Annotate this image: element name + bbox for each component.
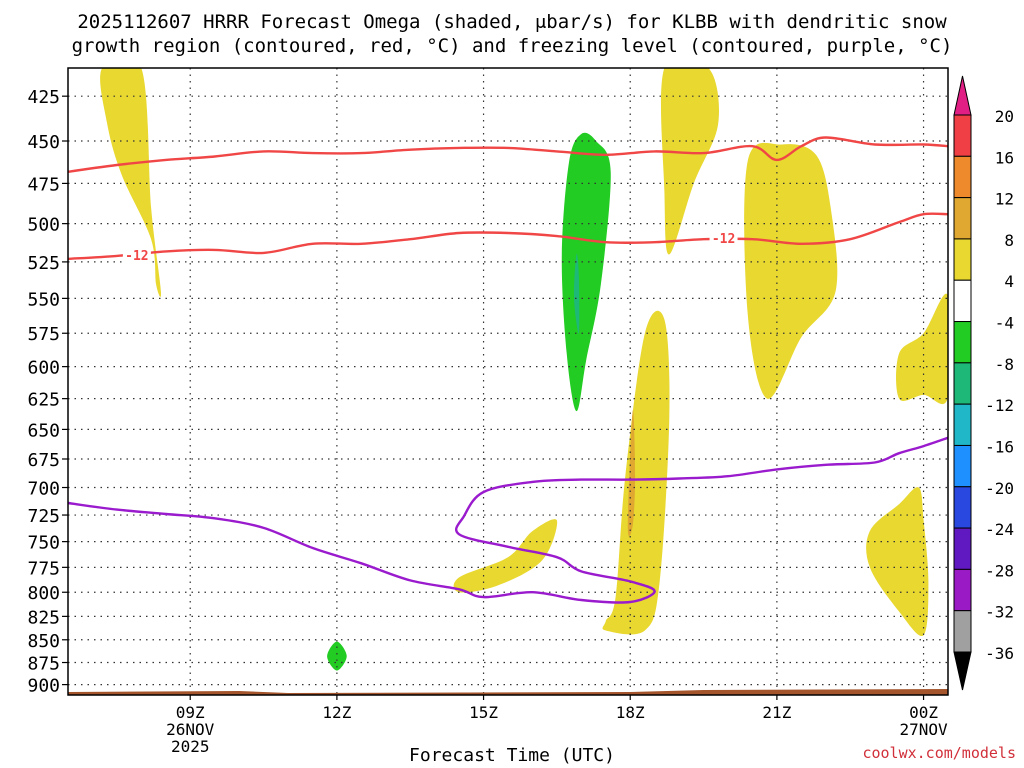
contour-label-bg-0-1 [709, 233, 738, 247]
y-tick-label-525: 525 [27, 253, 60, 274]
chart-title-line-2: growth region (contoured, red, °C) and f… [71, 35, 953, 57]
colorbar-swatch-8 [953, 444, 972, 488]
y-tick-label-900: 900 [27, 676, 60, 697]
colorbar-label-4: 4 [1004, 272, 1014, 291]
y-tick-label-700: 700 [27, 479, 60, 500]
x-axis-label: Forecast Time (UTC) [409, 745, 615, 766]
plot-frame [67, 67, 949, 696]
colorbar-swatch-4 [953, 279, 972, 323]
y-tick-label-850: 850 [27, 631, 60, 652]
colorbar-swatch-10 [953, 527, 972, 570]
x-tick-label-5-0: 12Z [322, 703, 351, 722]
colorbar-label-8: -16 [985, 437, 1014, 456]
x-tick-label-8-0: 15Z [469, 703, 498, 722]
terrain-strip [68, 689, 948, 695]
colorbar-label-3: 8 [1004, 231, 1014, 250]
x-tick-label-2-2: 2025 [171, 737, 210, 756]
colorbar-swatch-12 [953, 610, 972, 653]
colorbar-label-2: 12 [995, 190, 1014, 209]
omega-region-3 [896, 293, 948, 404]
y-tick-label-675: 675 [27, 450, 60, 471]
x-tick-label-17-1: 27NOV [899, 720, 948, 739]
y-tick-label-775: 775 [27, 558, 60, 579]
colorbar-label-1: 16 [995, 148, 1014, 167]
contour-label-0-0: -12 [125, 249, 148, 264]
omega-region-0 [100, 68, 161, 297]
omega-region-4 [602, 310, 670, 635]
colorbar-label-10: -24 [985, 520, 1014, 539]
y-tick-label-575: 575 [27, 324, 60, 345]
x-tick-label-2-1: 26NOV [166, 720, 215, 739]
colorbar-swatch-2 [953, 197, 972, 240]
colorbar-swatch-11 [953, 568, 972, 612]
y-tick-label-650: 650 [27, 420, 60, 441]
contour-line-1 [68, 136, 948, 173]
colorbar-label-5: -4 [995, 314, 1014, 333]
colorbar-swatch-6 [953, 362, 972, 405]
plot-area: -12 -12 [68, 68, 948, 695]
y-tick-label-750: 750 [27, 533, 60, 554]
x-tick-label-11-0: 18Z [616, 703, 645, 722]
omega-region-10 [327, 641, 347, 671]
colorbar-swatch-5 [953, 321, 972, 364]
chart-title-line-1: 2025112607 HRRR Forecast Omega (shaded, … [77, 11, 947, 33]
contour-line-2 [68, 436, 948, 604]
colorbar-swatch-0 [953, 114, 972, 157]
y-tick-label-500: 500 [27, 215, 60, 236]
x-tick-label-17-0: 00Z [909, 703, 938, 722]
contour-label-bg-0-0 [122, 249, 151, 263]
colorbar-label-6: -8 [995, 355, 1014, 374]
colorbar-top-arrow [953, 75, 972, 116]
y-tick-label-825: 825 [27, 607, 60, 628]
y-tick-label-800: 800 [27, 583, 60, 604]
y-tick-label-550: 550 [27, 289, 60, 310]
y-tick-label-725: 725 [27, 506, 60, 527]
contour-label-0-1: -12 [712, 232, 735, 247]
colorbar-label-11: -28 [985, 561, 1014, 580]
omega-region-6 [866, 487, 929, 637]
x-tick-label-14-0: 21Z [762, 703, 791, 722]
omega-region-9 [573, 253, 580, 334]
y-tick-label-875: 875 [27, 654, 60, 675]
colorbar-label-0: 20 [995, 107, 1014, 126]
colorbar-label-13: -36 [985, 644, 1014, 663]
y-tick-label-450: 450 [27, 132, 60, 153]
colorbar-label-9: -20 [985, 479, 1014, 498]
colorbar-bottom-arrow [953, 651, 972, 691]
omega-region-5 [453, 519, 558, 593]
colorbar-swatch-1 [953, 155, 972, 199]
y-tick-label-600: 600 [27, 358, 60, 379]
y-tick-label-625: 625 [27, 390, 60, 411]
omega-region-8 [561, 132, 611, 412]
colorbar-label-12: -32 [985, 603, 1014, 622]
colorbar-label-7: -12 [985, 396, 1014, 415]
y-tick-label-475: 475 [27, 174, 60, 195]
omega-region-2 [744, 142, 838, 399]
contour-line-0 [68, 212, 948, 261]
omega-region-1 [660, 68, 719, 255]
y-tick-label-425: 425 [27, 87, 60, 108]
colorbar-swatch-3 [953, 238, 972, 281]
colorbar-swatch-9 [953, 486, 972, 529]
colorbar-swatch-7 [953, 403, 972, 446]
x-tick-label-2-0: 09Z [176, 703, 205, 722]
source-credit[interactable]: coolwx.com/models [862, 744, 1016, 762]
